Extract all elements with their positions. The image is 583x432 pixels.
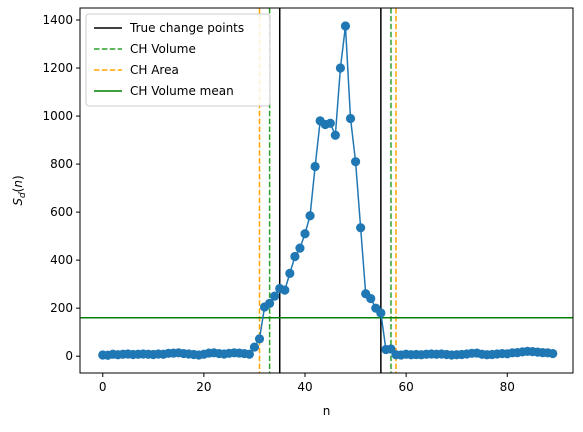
- x-tick-label: 60: [398, 380, 413, 394]
- y-tick-label: 800: [50, 157, 73, 171]
- data-point: [325, 118, 335, 128]
- y-tick-label: 200: [50, 301, 73, 315]
- data-point: [310, 161, 320, 172]
- x-tick-label: 80: [500, 380, 515, 394]
- data-point: [249, 342, 260, 352]
- data-point: [350, 157, 361, 167]
- data-point: [265, 298, 275, 308]
- y-tick-label: 1400: [42, 13, 73, 27]
- data-point: [290, 251, 300, 262]
- data-point: [270, 291, 280, 301]
- legend-label: CH Volume: [130, 42, 196, 56]
- data-point: [356, 223, 366, 233]
- y-tick-label: 1000: [42, 109, 73, 123]
- data-point: [548, 348, 558, 359]
- axes-frame: [79, 7, 574, 374]
- data-point: [345, 113, 356, 124]
- y-axis-label: Sd(n): [11, 175, 28, 205]
- x-tick-label: 40: [297, 380, 312, 394]
- legend-label: True change points: [129, 21, 244, 35]
- x-axis-label: n: [323, 404, 331, 418]
- legend: True change points CH Volume CH Area CH Vol…: [85, 13, 271, 107]
- y-tick-label: 400: [50, 253, 73, 267]
- legend-label: CH Area: [130, 63, 179, 77]
- data-point: [335, 63, 346, 73]
- data-point: [254, 334, 265, 344]
- reference-lines: [80, 8, 573, 373]
- legend-box: [85, 13, 271, 107]
- axes: [79, 7, 574, 374]
- data-point: [366, 293, 376, 304]
- y-tick-label: 600: [50, 205, 73, 219]
- data-point: [340, 21, 351, 31]
- x-tick-label: 0: [99, 380, 107, 394]
- data-point: [244, 349, 254, 359]
- data-point: [330, 130, 340, 140]
- data-point: [280, 285, 290, 295]
- series-layer: [98, 21, 558, 360]
- data-point: [300, 229, 310, 239]
- y-tick-label: 1200: [42, 61, 73, 75]
- data-point: [285, 268, 295, 278]
- legend-label: CH Volume mean: [130, 84, 234, 98]
- x-tick-label: 20: [196, 380, 211, 394]
- y-tick-label: 0: [65, 349, 73, 363]
- data-point: [305, 211, 315, 221]
- data-point: [295, 243, 305, 253]
- data-point: [376, 308, 386, 318]
